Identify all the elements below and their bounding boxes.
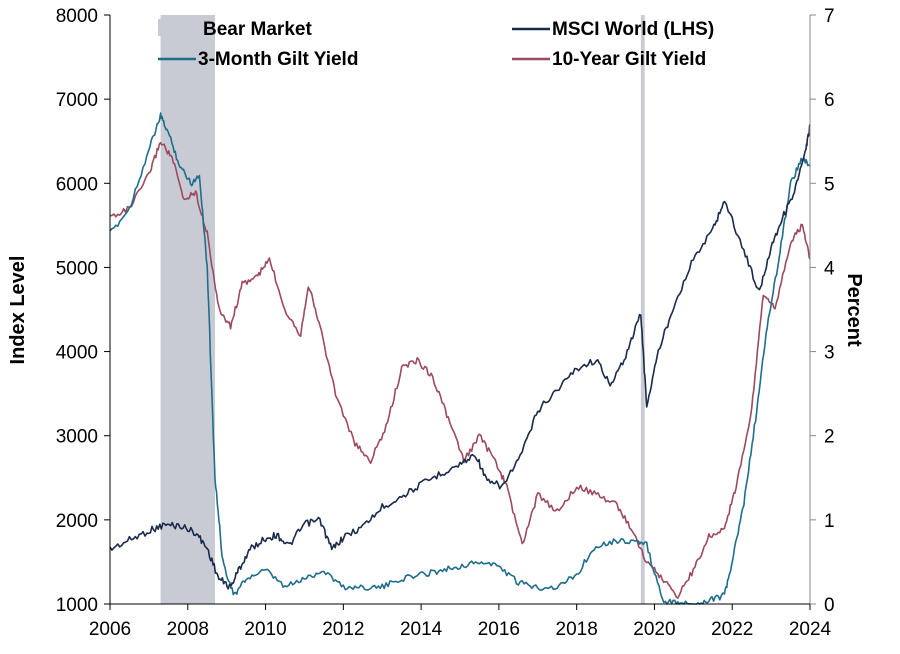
x-tick-label-2014: 2014	[400, 619, 443, 640]
x-tick-label-2008: 2008	[167, 619, 209, 640]
bear-market-shading-layer	[160, 15, 645, 604]
y-right-tick-label-4: 4	[824, 258, 835, 279]
series-line-3-month-gilt-yield	[109, 112, 811, 605]
y-left-axis-title: Index Level	[7, 256, 29, 365]
y-left-tick-label-5000: 5000	[56, 258, 98, 279]
y-left-tick-label-6000: 6000	[56, 174, 98, 195]
y-right-tick-label-3: 3	[824, 343, 835, 364]
x-tick-label-2006: 2006	[89, 619, 131, 640]
y-right-tick-label-0: 0	[824, 595, 835, 616]
y-left-tick-label-1000: 1000	[56, 595, 98, 616]
legend-bear-market-label: Bear Market	[203, 19, 312, 40]
plot-frame	[109, 15, 811, 605]
y-right-tick-label-2: 2	[824, 427, 835, 448]
legend-item-3m-gilt: 3-Month Gilt Yield	[158, 49, 358, 70]
legend: Bear Market MSCI World (LHS) 3-Month Gil…	[158, 19, 714, 70]
x-tick-label-2012: 2012	[322, 619, 364, 640]
legend-msci-world-label: MSCI World (LHS)	[552, 19, 714, 40]
y-right-tick-label-5: 5	[824, 174, 835, 195]
bear-market-band-0	[160, 15, 215, 604]
legend-item-10y-gilt: 10-Year Gilt Yield	[512, 49, 706, 70]
y-left-tick-label-2000: 2000	[56, 511, 98, 532]
x-tick-label-2024: 2024	[789, 619, 832, 640]
axes-layer: 2006 2008 2010 2012 2014 2016 2018 2020 2022 2024…	[56, 6, 835, 640]
y-left-tick-label-4000: 4000	[56, 343, 98, 364]
y-left-tick-label-8000: 8000	[56, 6, 98, 27]
series-layer	[109, 112, 811, 605]
x-tick-label-2010: 2010	[244, 619, 286, 640]
legend-item-bear-market: Bear Market	[158, 19, 312, 40]
legend-item-msci-world: MSCI World (LHS)	[512, 19, 714, 40]
y-right-tick-label-7: 7	[824, 6, 835, 27]
x-tick-label-2016: 2016	[478, 619, 520, 640]
y-right-tick-label-1: 1	[824, 511, 835, 532]
x-tick-label-2022: 2022	[711, 619, 753, 640]
y-right-tick-label-6: 6	[824, 90, 835, 111]
bear-market-band-1	[640, 15, 645, 604]
legend-3m-gilt-label: 3-Month Gilt Yield	[198, 49, 358, 70]
legend-bear-market-swatch	[158, 19, 196, 36]
y-right-axis-title: Percent	[843, 273, 865, 347]
series-line-msci-world-lhs	[109, 124, 811, 590]
x-tick-label-2018: 2018	[556, 619, 598, 640]
x-tick-label-2020: 2020	[633, 619, 675, 640]
y-left-tick-label-7000: 7000	[56, 90, 98, 111]
series-line-10-year-gilt-yield	[110, 141, 811, 599]
y-left-tick-label-3000: 3000	[56, 427, 98, 448]
legend-10y-gilt-label: 10-Year Gilt Yield	[552, 49, 706, 70]
